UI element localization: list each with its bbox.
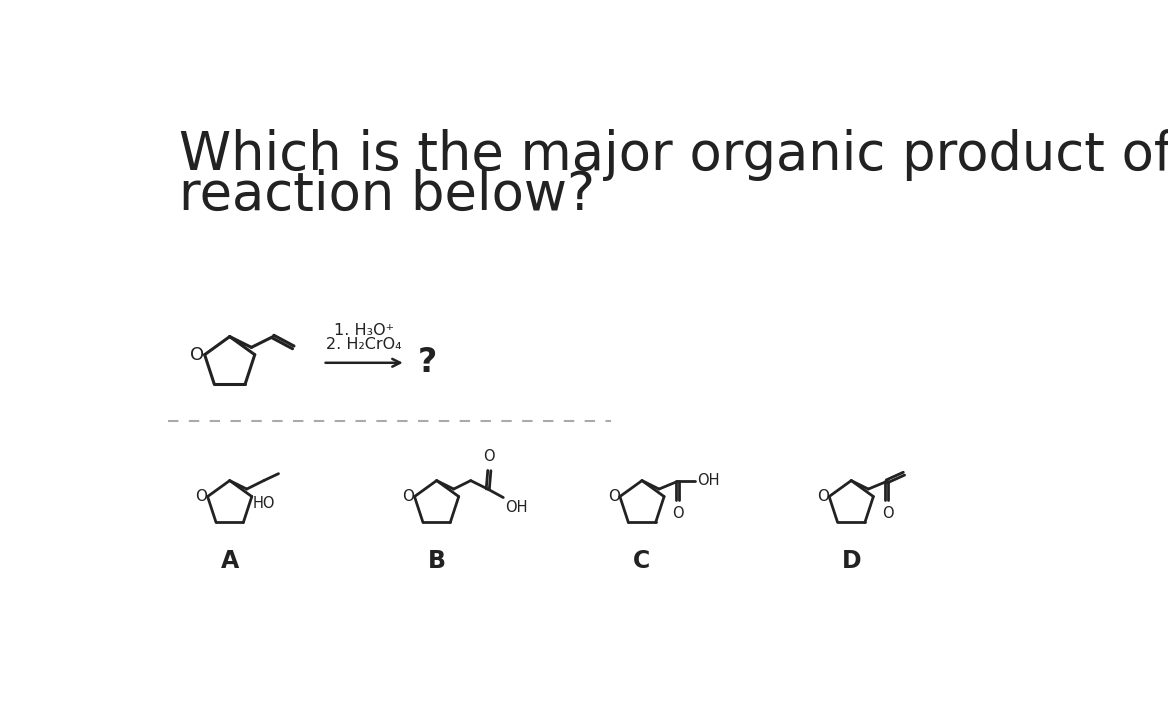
Text: O: O [882, 506, 894, 521]
Text: 1. H₃O⁺: 1. H₃O⁺ [334, 323, 395, 338]
Text: B: B [427, 550, 446, 574]
Text: C: C [633, 550, 651, 574]
Text: 2. H₂CrO₄: 2. H₂CrO₄ [326, 337, 402, 352]
Text: HO: HO [252, 496, 274, 511]
Text: O: O [190, 346, 204, 364]
Text: O: O [816, 489, 829, 504]
Text: D: D [841, 550, 861, 574]
Text: O: O [195, 489, 208, 504]
Text: OH: OH [506, 499, 528, 515]
Text: A: A [221, 550, 238, 574]
Text: reaction below?: reaction below? [179, 168, 595, 221]
Text: ?: ? [418, 346, 437, 379]
Text: O: O [607, 489, 620, 504]
Text: O: O [484, 449, 495, 465]
Text: Which is the major organic product of the: Which is the major organic product of th… [179, 129, 1168, 181]
Text: O: O [402, 489, 415, 504]
Text: O: O [673, 506, 684, 521]
Text: OH: OH [697, 473, 719, 488]
